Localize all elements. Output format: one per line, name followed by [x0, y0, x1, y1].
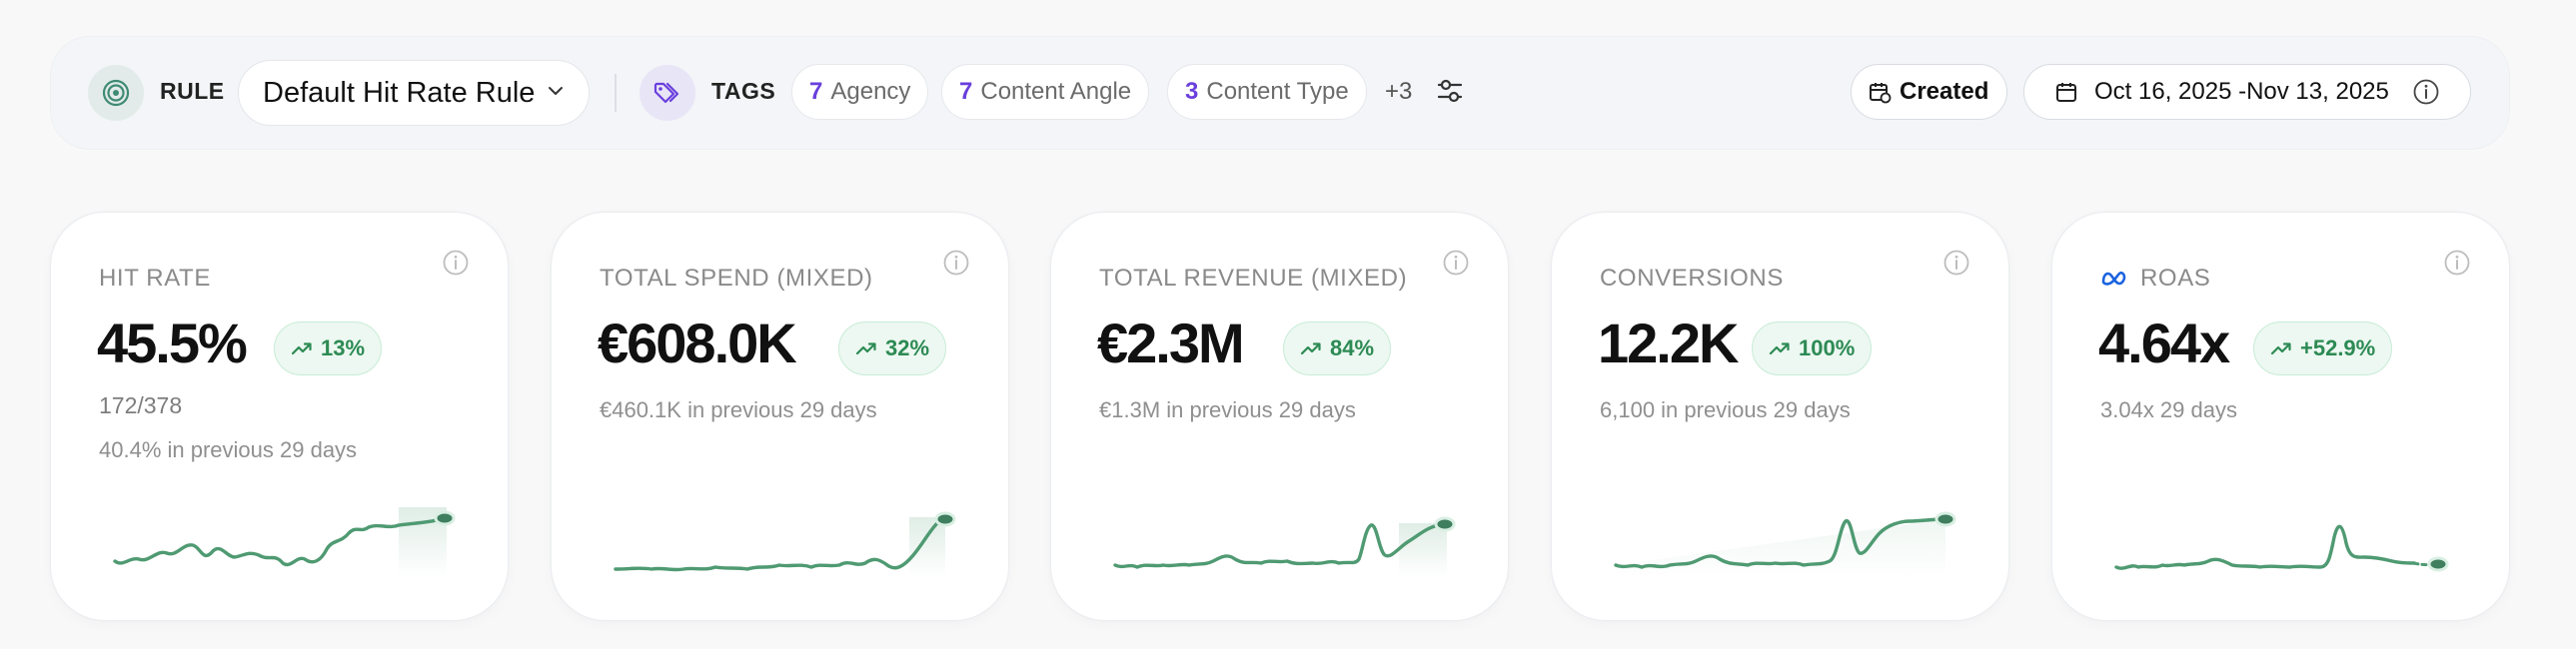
kpi-value: 45.5% [97, 312, 248, 374]
target-icon [88, 65, 144, 121]
kpi-card-total-spend: TOTAL SPEND (MIXED) €608.0K 32% €460.1K … [552, 213, 1008, 620]
rule-select[interactable]: Default Hit Rate Rule [238, 60, 590, 126]
tag-chip-label: Content Angle [980, 78, 1132, 105]
kpi-title-row: ROAS [2100, 265, 2210, 293]
info-icon[interactable] [1442, 249, 1470, 277]
date-range-button[interactable]: Oct 16, 2025 -Nov 13, 2025 [2023, 64, 2471, 120]
kpi-title: CONVERSIONS [1600, 265, 1784, 292]
info-icon[interactable] [942, 249, 970, 277]
change-value: 100% [1799, 335, 1856, 360]
rule-label: RULE [160, 78, 225, 104]
change-badge: 13% [274, 322, 383, 375]
kpi-card-conversions: CONVERSIONS 12.2K 100% 6,100 in previous… [1552, 213, 2008, 620]
kpi-title: TOTAL SPEND (MIXED) [600, 265, 873, 292]
trend-up-icon [855, 342, 876, 355]
kpi-title: HIT RATE [99, 265, 211, 292]
tag-chip-content-angle[interactable]: 7 Content Angle [941, 64, 1150, 120]
created-button[interactable]: Created [1851, 64, 2007, 120]
kpi-value: 4.64x [2098, 312, 2230, 374]
sliders-icon[interactable] [1435, 76, 1465, 111]
change-badge: 100% [1752, 322, 1873, 375]
change-value: 32% [885, 335, 930, 360]
sparkline [614, 511, 956, 577]
trend-up-icon [2270, 342, 2291, 355]
sparkline [1614, 511, 1956, 577]
kpi-previous: 3.04x 29 days [2100, 397, 2237, 422]
kpi-value: €2.3M [1097, 312, 1245, 374]
info-icon[interactable] [1942, 249, 1970, 277]
trend-up-icon [291, 342, 312, 355]
meta-logo-icon [2101, 271, 2126, 286]
kpi-value: €608.0K [598, 312, 797, 374]
kpi-card-hit-rate: HIT RATE 45.5% 13% 172/378 40.4% in prev… [51, 213, 508, 620]
kpi-previous: 40.4% in previous 29 days [99, 437, 358, 462]
change-value: 84% [1330, 335, 1375, 360]
tag-chip-label: Agency [830, 78, 911, 105]
more-tags-count[interactable]: +3 [1385, 78, 1413, 105]
created-label: Created [1900, 78, 1989, 105]
tag-chip-count: 7 [959, 78, 973, 105]
change-badge: +52.9% [2253, 322, 2393, 375]
date-range-text: Oct 16, 2025 -Nov 13, 2025 [2094, 78, 2389, 105]
trend-up-icon [1769, 342, 1790, 355]
change-badge: 84% [1283, 322, 1392, 375]
kpi-title: ROAS [2140, 265, 2211, 292]
tag-chip-content-type[interactable]: 3 Content Type [1167, 64, 1367, 120]
calendar-clock-icon [1870, 83, 1892, 104]
sparkline [1113, 516, 1456, 577]
change-value: 13% [321, 335, 366, 360]
info-icon[interactable] [442, 249, 470, 277]
sparkline [2114, 524, 2449, 572]
divider [615, 74, 617, 112]
kpi-card-total-revenue: TOTAL REVENUE (MIXED) €2.3M 84% €1.3M in… [1051, 213, 1508, 620]
trend-up-icon [1300, 342, 1321, 355]
kpi-title: TOTAL REVENUE (MIXED) [1099, 265, 1408, 292]
change-badge: 32% [838, 322, 947, 375]
filter-bar: RULE Default Hit Rate Rule TAGS 7 Agency… [50, 36, 2510, 150]
tag-icon [640, 65, 695, 121]
kpi-card-roas: ROAS 4.64x +52.9% 3.04x 29 days [2052, 213, 2509, 620]
info-icon[interactable] [2412, 78, 2440, 106]
tag-chip-agency[interactable]: 7 Agency [791, 64, 929, 120]
kpi-previous: €460.1K in previous 29 days [600, 397, 877, 422]
chevron-down-icon [547, 84, 565, 102]
tags-label: TAGS [711, 78, 776, 104]
tag-chip-count: 3 [1185, 78, 1199, 105]
sparkline [113, 507, 456, 577]
calendar-icon [2056, 83, 2076, 102]
kpi-ratio: 172/378 [99, 392, 183, 418]
tag-chip-count: 7 [809, 78, 823, 105]
rule-select-value: Default Hit Rate Rule [263, 76, 536, 109]
kpi-value: 12.2K [1598, 312, 1739, 374]
info-icon[interactable] [2443, 249, 2471, 277]
change-value: +52.9% [2300, 335, 2376, 360]
kpi-previous: 6,100 in previous 29 days [1600, 397, 1851, 422]
tag-chip-label: Content Type [1206, 78, 1349, 105]
kpi-previous: €1.3M in previous 29 days [1099, 397, 1356, 422]
